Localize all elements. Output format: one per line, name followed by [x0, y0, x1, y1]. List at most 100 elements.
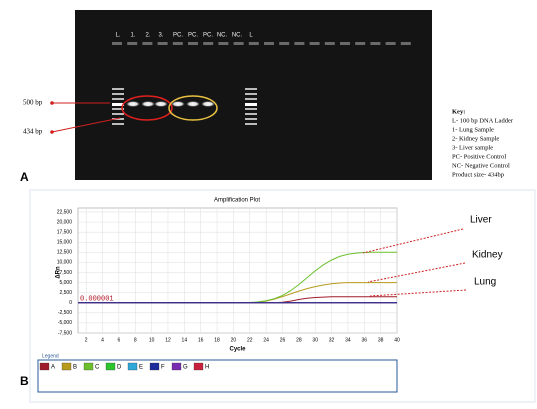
y-tick-label: 5,000: [59, 280, 72, 286]
sample-band: [171, 101, 185, 107]
x-tick-label: 12: [165, 337, 171, 343]
y-tick-label: 20,000: [57, 219, 73, 225]
x-tick-label: 28: [296, 337, 302, 343]
legend-label: E: [139, 365, 143, 371]
legend-label: B: [73, 365, 77, 371]
legend: A B C D E F G H: [39, 362, 209, 371]
well: [400, 42, 411, 45]
x-tick-label: 14: [182, 337, 188, 343]
well: [172, 42, 183, 45]
annotation-line: [362, 228, 464, 254]
sample-band: [154, 101, 168, 107]
y-tick-label: 7,500: [59, 270, 72, 276]
legend-swatch: [105, 362, 116, 371]
x-axis-label: Cycle: [229, 347, 246, 353]
ladder-band: [112, 93, 124, 95]
well: [355, 42, 366, 45]
annotation-line: [367, 262, 466, 283]
lane-labels: L. 1. 2. 3. PC. PC. PC. NC. NC. L: [115, 33, 253, 39]
well: [385, 42, 396, 45]
key-line: Product size- 434bp: [452, 171, 504, 178]
lane-label: NC.: [232, 33, 243, 39]
x-tick-label: 4: [101, 337, 104, 343]
y-tick-label: 12,500: [57, 250, 73, 256]
ladder-band: [245, 93, 257, 95]
y-tick-label: 10,000: [57, 260, 73, 266]
chart: Amplification Plot -7,500 -5,000 -2,500 0 2,5…: [56, 198, 400, 353]
x-tick-label: 24: [263, 337, 269, 343]
ladder-band: [245, 103, 257, 106]
key-line: L- 100 bp DNA Ladder: [452, 117, 514, 124]
panel-label: B: [20, 374, 29, 388]
y-tick-label: 22,500: [57, 209, 73, 215]
well: [370, 42, 381, 45]
key: Key: L- 100 bp DNA Ladder 1- Lung Sample 2-…: [452, 108, 514, 178]
well: [127, 42, 138, 45]
well: [264, 42, 274, 45]
key-line: 3- Liver sample: [452, 144, 493, 151]
annotation: Kidney: [472, 250, 503, 261]
x-tick-label: 20: [231, 337, 237, 343]
legend-label: H: [205, 365, 209, 371]
well: [142, 42, 153, 45]
y-tick-label: 15,000: [57, 240, 73, 246]
sample-band: [186, 101, 200, 107]
x-tick-label: 32: [329, 337, 335, 343]
y-tick-label: -7,500: [58, 330, 72, 336]
x-tick-label: 16: [198, 337, 204, 343]
lane-label: L: [249, 33, 253, 39]
x-tick-label: 40: [394, 337, 400, 343]
legend-title: Legend: [42, 353, 59, 359]
wells: [112, 42, 411, 45]
well: [112, 42, 122, 45]
arrow-head: [50, 101, 54, 105]
legend-label: G: [183, 365, 188, 371]
x-tick-label: 26: [280, 337, 286, 343]
well: [203, 42, 214, 45]
annotation: Lung: [474, 277, 496, 288]
x-tick-label: 36: [362, 337, 368, 343]
x-tick-label: 30: [312, 337, 318, 343]
lane-label: PC.: [203, 33, 213, 39]
legend-swatch: [149, 362, 160, 371]
arrow-head: [50, 130, 54, 134]
y-tick-label: -5,000: [58, 320, 72, 326]
plot-area: [77, 207, 398, 334]
x-tick-label: 10: [149, 337, 155, 343]
ladder-band: [112, 118, 124, 120]
legend-swatch: [39, 362, 50, 371]
well: [248, 42, 259, 45]
annotation: Liver: [470, 215, 492, 226]
yellow-circle: [168, 95, 218, 121]
ladder-band: [245, 113, 257, 115]
lane-label: NC.: [217, 33, 228, 39]
gel-bands: [112, 88, 257, 125]
lane-label: PC.: [173, 33, 183, 39]
lane-label: PC.: [188, 33, 198, 39]
legend-box: [37, 359, 398, 393]
sample-band: [126, 101, 140, 107]
legend-swatch: [171, 362, 182, 371]
well: [324, 42, 335, 45]
ladder-band: [112, 113, 124, 115]
x-tick-label: 22: [247, 337, 253, 343]
x-tick-label: 6: [118, 337, 121, 343]
legend-swatch: [61, 362, 72, 371]
ladder-band: [112, 88, 124, 90]
key-line: NC- Negative Control: [452, 162, 510, 169]
ladder-band: [245, 98, 257, 100]
well: [157, 42, 168, 45]
legend-label: F: [161, 365, 165, 371]
x-tick-label: 34: [345, 337, 351, 343]
marker-label: 434 bp: [23, 128, 43, 136]
threshold-label: 0.000001: [80, 296, 114, 304]
y-tick-label: 0: [69, 300, 72, 306]
panel-label: A: [20, 170, 29, 184]
legend-swatch: [127, 362, 138, 371]
key-line: PC- Positive Control: [452, 153, 506, 160]
ladder-band: [245, 108, 257, 110]
ladder-band: [112, 98, 124, 100]
legend-label: A: [51, 365, 55, 371]
well: [188, 42, 198, 45]
x-tick-label: 18: [214, 337, 220, 343]
